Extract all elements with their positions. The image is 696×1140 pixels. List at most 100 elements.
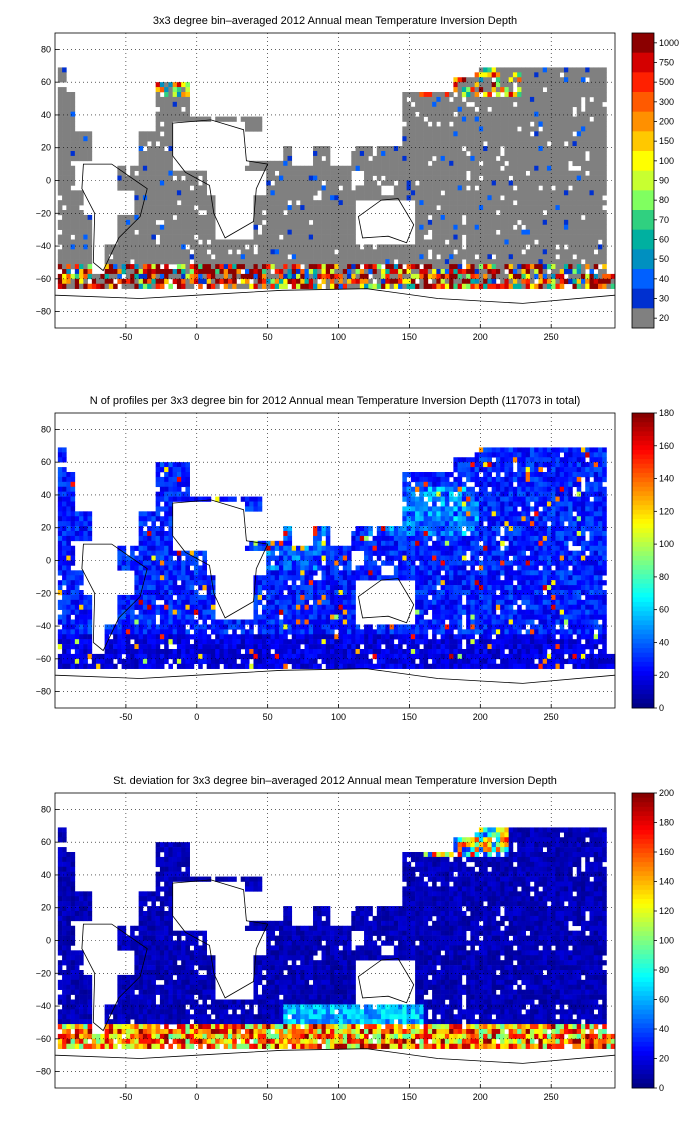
heatmap-cell [202,116,207,122]
heatmap-cell [576,126,582,132]
x-tick-label: 100 [331,332,346,342]
heatmap-cell [538,111,543,117]
heatmap-cell [74,224,80,230]
heatmap-cell [142,550,148,556]
heatmap-cell [572,101,578,108]
colorbar-tick-label: 20 [659,313,669,323]
heatmap-cell [202,653,207,660]
heatmap-cell [138,205,144,211]
heatmap-cell [436,175,441,181]
heatmap-cell [57,580,63,586]
heatmap-cell [508,121,514,127]
heatmap-cell [168,580,173,586]
heatmap-cell [317,249,322,255]
heatmap-cell [291,219,297,226]
heatmap-cell [580,180,586,186]
heatmap-cell [138,653,144,660]
heatmap-cell [398,170,403,176]
heatmap-cell [261,224,267,230]
heatmap-cell [521,121,526,127]
heatmap-cell [436,229,441,235]
heatmap-cell [495,165,501,171]
heatmap-cell [466,283,471,289]
heatmap-cell [79,594,84,601]
heatmap-cell [585,249,590,255]
heatmap-cell [70,214,76,221]
heatmap-cell [155,273,161,280]
heatmap-cell [376,195,382,201]
heatmap-cell [172,82,178,88]
heatmap-cell [563,229,569,235]
heatmap-cell [142,229,148,235]
heatmap-cell [66,516,71,522]
heatmap-cell [423,155,429,162]
heatmap-cell [589,278,595,285]
heatmap-cell [508,77,514,83]
heatmap-cell [389,151,395,157]
heatmap-cell [185,111,190,117]
heatmap-cell [512,160,518,167]
heatmap-cell [206,195,212,201]
heatmap-cell [568,87,573,93]
heatmap-cell [181,590,186,596]
heatmap-cell [546,254,552,260]
heatmap-cell [151,614,156,620]
heatmap-cell [296,195,301,201]
heatmap-cell [436,146,441,152]
heatmap-cell [266,239,271,245]
heatmap-cell [304,278,310,285]
heatmap-cell [517,269,522,275]
heatmap-cell [172,575,178,581]
heatmap-cell [138,629,144,635]
heatmap-cell [546,72,552,78]
heatmap-cell [546,273,552,280]
heatmap-cell [342,175,348,181]
heatmap-cell [198,278,203,285]
heatmap-cell [559,195,565,201]
heatmap-cell [351,160,356,167]
heatmap-cell [402,146,407,152]
heatmap-cell [176,496,182,502]
heatmap-cell [500,190,505,196]
heatmap-cell [134,264,139,270]
heatmap-cell [83,599,88,606]
heatmap-cell [134,624,139,630]
heatmap-cell [432,239,437,245]
heatmap-cell [376,269,382,275]
heatmap-cell [142,585,148,591]
heatmap-cell [172,170,178,176]
heatmap-cell [66,663,71,669]
heatmap-cell [325,170,331,176]
heatmap-cell [602,155,607,162]
heatmap-cell [151,594,156,601]
heatmap-cell [287,190,293,196]
heatmap-cell [542,131,548,137]
heatmap-cell [334,180,339,186]
heatmap-cell [593,101,599,108]
heatmap-cell [117,550,122,556]
heatmap-cell [104,254,110,260]
heatmap-cell [244,496,250,502]
heatmap-cell [572,126,578,132]
heatmap-cell [223,273,229,280]
heatmap-cell [317,219,322,226]
heatmap-cell [236,259,242,265]
heatmap-cell [206,634,212,640]
heatmap-cell [62,467,67,473]
heatmap-cell [193,259,199,265]
heatmap-cell [83,526,88,532]
heatmap-cell [249,619,254,625]
heatmap-cell [134,575,139,581]
heatmap-cell [470,205,475,211]
heatmap-cell [589,82,595,88]
heatmap-cell [521,165,526,171]
heatmap-cell [546,151,552,157]
heatmap-cell [70,175,76,181]
heatmap-cell [542,269,548,275]
heatmap-cell [155,506,161,512]
heatmap-cell [321,165,327,171]
colorbar-tick-label: 100 [659,156,674,166]
heatmap-cell [402,111,407,117]
heatmap-cell [147,249,152,255]
heatmap-cell [491,259,497,265]
